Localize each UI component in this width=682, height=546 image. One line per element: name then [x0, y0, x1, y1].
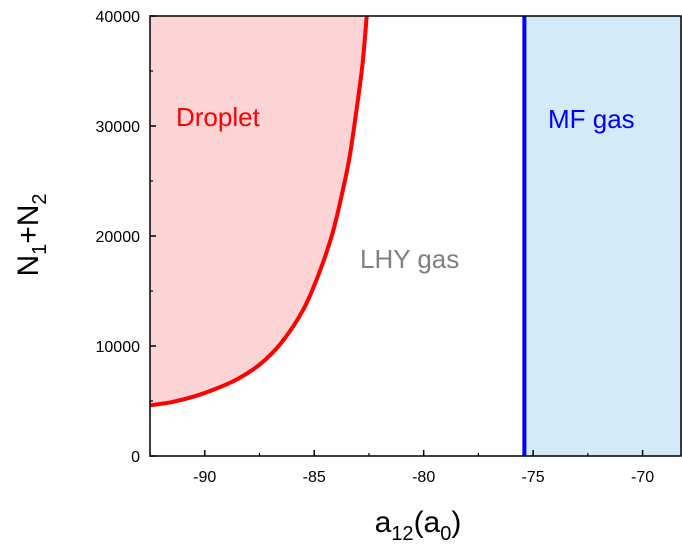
y-axis-title: N1+N2 — [12, 193, 51, 276]
droplet-boundary-line — [149, 15, 369, 408]
x-tick-label: -80 — [412, 469, 435, 486]
y-tick-label: 30000 — [96, 119, 141, 136]
x-axis-ticks: -90 -85 -80 -75 -70 — [149, 450, 654, 486]
x-tick-label: -70 — [631, 469, 654, 486]
y-tick-label: 40000 — [96, 9, 141, 26]
mf-gas-region-label: MF gas — [548, 104, 635, 134]
plot-area — [149, 15, 682, 457]
x-tick-label: -85 — [303, 469, 326, 486]
mf-gas-region-fill — [524, 16, 682, 456]
droplet-region-label: Droplet — [176, 102, 261, 132]
y-tick-label: 20000 — [96, 229, 141, 246]
droplet-region-fill — [150, 16, 367, 406]
y-tick-label: 10000 — [96, 339, 141, 356]
x-axis-title: a12(a0) — [375, 506, 462, 545]
y-axis-ticks: 0 10000 20000 30000 40000 — [96, 9, 156, 466]
lhy-gas-region-label: LHY gas — [360, 244, 459, 274]
x-tick-label: -90 — [193, 469, 216, 486]
x-tick-label: -75 — [522, 469, 545, 486]
y-tick-label: 0 — [131, 449, 140, 466]
